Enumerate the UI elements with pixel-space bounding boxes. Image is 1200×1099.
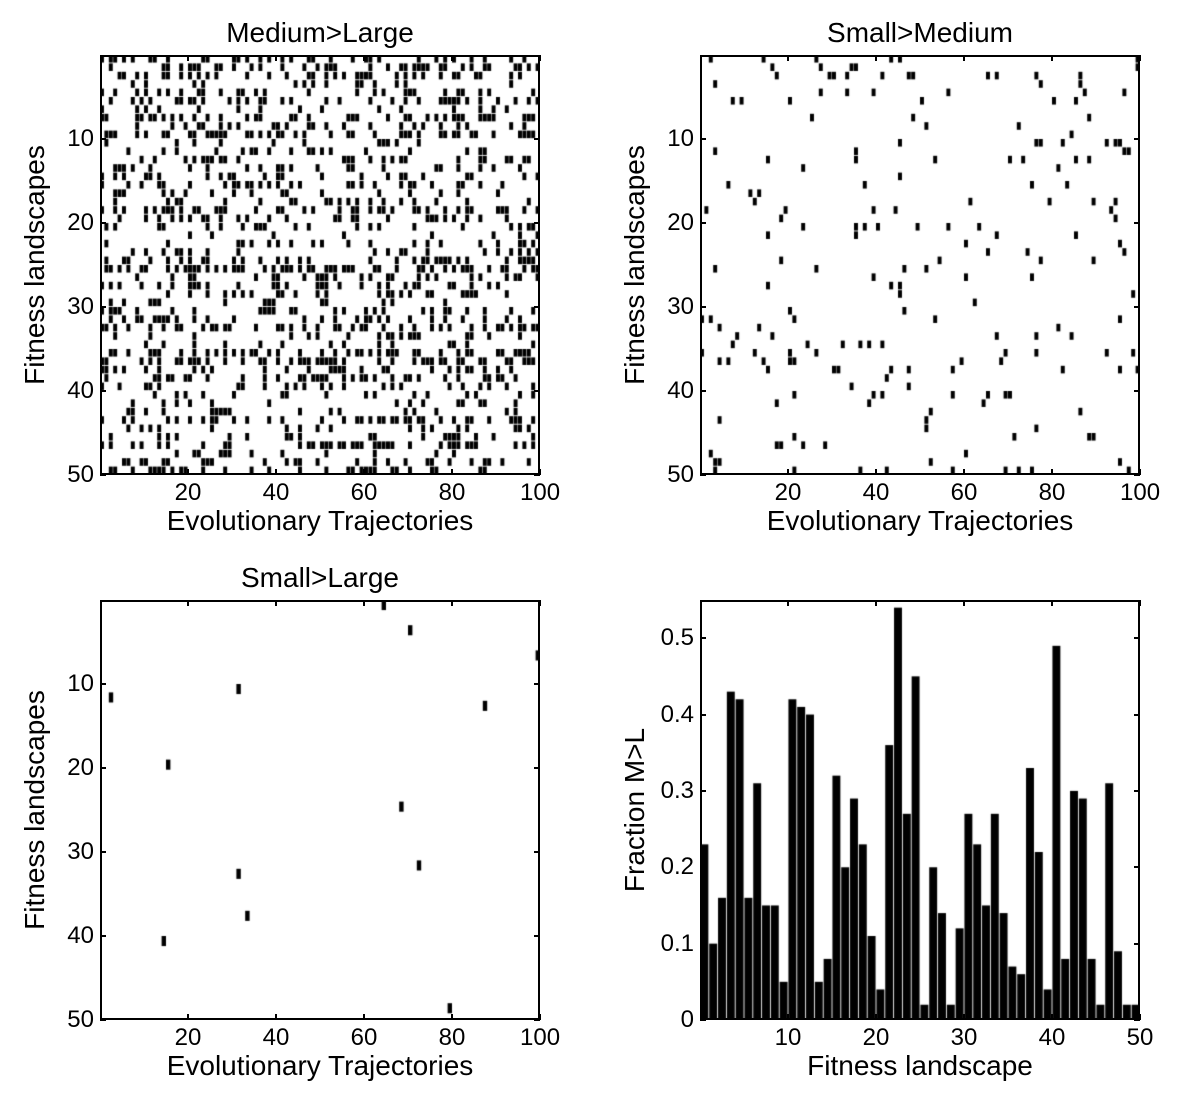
x-tick-label: 40 xyxy=(1032,1024,1072,1052)
x-axis-label: Evolutionary Trajectories xyxy=(100,1050,540,1082)
x-tick-label: 40 xyxy=(256,1024,296,1052)
y-tick-label: 0 xyxy=(648,1006,694,1034)
y-tick-label: 0.2 xyxy=(648,853,694,881)
y-tick-label: 10 xyxy=(54,125,94,153)
y-tick-label: 30 xyxy=(54,293,94,321)
y-tick-label: 40 xyxy=(54,922,94,950)
y-axis-label: Fitness landscapes xyxy=(619,55,651,475)
y-tick-label: 20 xyxy=(54,209,94,237)
x-tick-label: 20 xyxy=(856,1024,896,1052)
y-tick-label: 0.1 xyxy=(648,930,694,958)
x-tick-label: 30 xyxy=(944,1024,984,1052)
y-tick-label: 50 xyxy=(654,461,694,489)
x-tick-label: 60 xyxy=(344,479,384,507)
axis-box xyxy=(700,55,1140,475)
panel-bar-chart: Fraction M>L Fitness landscape 102030405… xyxy=(700,600,1140,1020)
y-tick-label: 30 xyxy=(54,838,94,866)
y-tick-label: 10 xyxy=(654,125,694,153)
y-tick-label: 30 xyxy=(654,293,694,321)
x-tick-label: 100 xyxy=(520,479,560,507)
panel-small-large: Small>Large Fitness landscapes Evolution… xyxy=(100,600,540,1020)
x-tick-label: 40 xyxy=(856,479,896,507)
x-tick-label: 100 xyxy=(1120,479,1160,507)
y-tick-label: 0.5 xyxy=(648,624,694,652)
axis-box xyxy=(100,600,540,1020)
x-axis-label: Evolutionary Trajectories xyxy=(700,505,1140,537)
y-tick-label: 20 xyxy=(54,754,94,782)
x-tick-label: 50 xyxy=(1120,1024,1160,1052)
x-tick-label: 40 xyxy=(256,479,296,507)
axis-box xyxy=(100,55,540,475)
y-tick-label: 0.3 xyxy=(648,777,694,805)
panel-medium-large: Medium>Large Fitness landscapes Evolutio… xyxy=(100,55,540,475)
y-axis-label: Fitness landscapes xyxy=(19,55,51,475)
y-tick-label: 40 xyxy=(54,377,94,405)
figure-container: Medium>Large Fitness landscapes Evolutio… xyxy=(0,0,1200,1099)
x-tick-label: 60 xyxy=(344,1024,384,1052)
y-tick-label: 50 xyxy=(54,461,94,489)
y-axis-label: Fraction M>L xyxy=(619,600,651,1020)
y-tick-label: 10 xyxy=(54,670,94,698)
y-axis-label: Fitness landscapes xyxy=(19,600,51,1020)
axis-box xyxy=(700,600,1140,1020)
x-tick-label: 20 xyxy=(168,1024,208,1052)
y-tick-label: 0.4 xyxy=(648,701,694,729)
x-tick-label: 20 xyxy=(168,479,208,507)
x-tick-label: 20 xyxy=(768,479,808,507)
panel-title: Medium>Large xyxy=(100,17,540,49)
panel-title: Small>Large xyxy=(100,562,540,594)
x-axis-label: Evolutionary Trajectories xyxy=(100,505,540,537)
panel-small-medium: Small>Medium Fitness landscapes Evolutio… xyxy=(700,55,1140,475)
x-tick-label: 80 xyxy=(1032,479,1072,507)
y-tick-label: 50 xyxy=(54,1006,94,1034)
x-tick-label: 80 xyxy=(432,479,472,507)
x-tick-label: 100 xyxy=(520,1024,560,1052)
x-tick-label: 80 xyxy=(432,1024,472,1052)
x-tick-label: 60 xyxy=(944,479,984,507)
x-axis-label: Fitness landscape xyxy=(700,1050,1140,1082)
y-tick-label: 20 xyxy=(654,209,694,237)
panel-title: Small>Medium xyxy=(700,17,1140,49)
y-tick-label: 40 xyxy=(654,377,694,405)
x-tick-label: 10 xyxy=(768,1024,808,1052)
